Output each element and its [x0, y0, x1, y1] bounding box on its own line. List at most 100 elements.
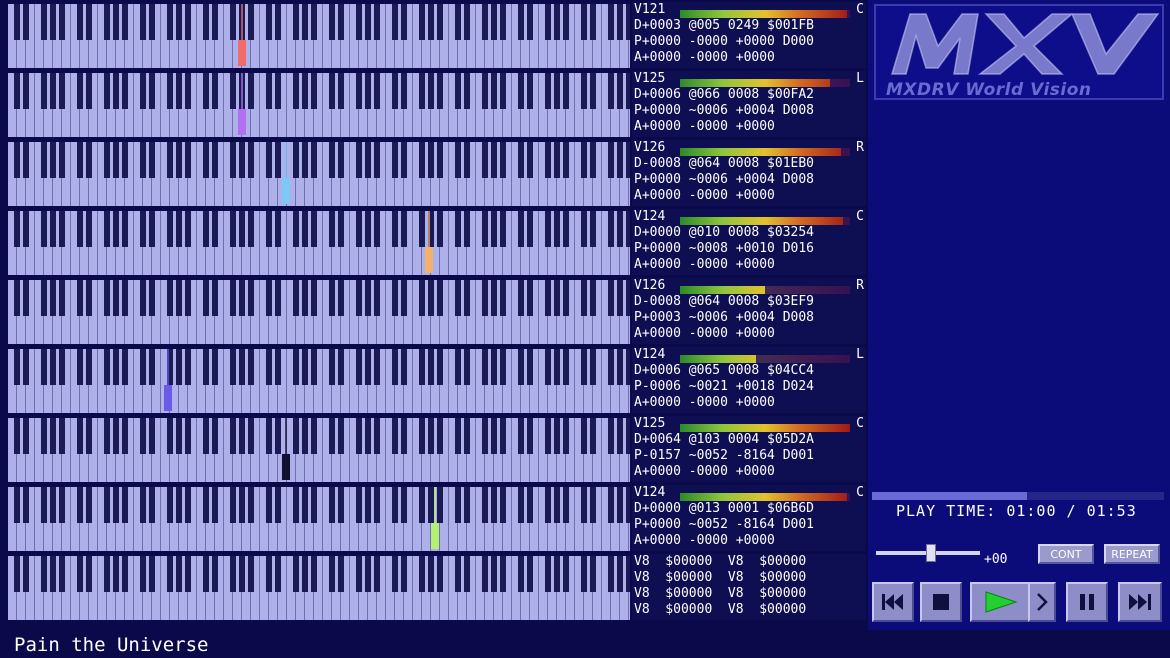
black-key	[266, 73, 272, 109]
black-key	[491, 418, 497, 454]
volume-value: V124	[634, 209, 666, 224]
black-key	[275, 280, 281, 316]
volume-value: V124	[634, 485, 666, 500]
black-key	[455, 142, 461, 178]
black-key	[554, 280, 560, 316]
black-key	[428, 487, 434, 523]
black-key	[392, 418, 398, 454]
chevron-right-icon	[1030, 584, 1054, 620]
black-key	[563, 280, 569, 316]
cont-button[interactable]: CONT	[1038, 544, 1094, 564]
black-key	[311, 4, 317, 40]
black-key	[275, 73, 281, 109]
pitch-row: P+0000 ~0006 +0004 D008	[634, 172, 815, 187]
black-key	[230, 556, 236, 592]
black-key	[500, 73, 506, 109]
black-key	[176, 487, 182, 523]
black-key	[311, 73, 317, 109]
black-key	[203, 349, 209, 385]
black-key	[527, 349, 533, 385]
black-key	[293, 349, 299, 385]
black-key	[392, 4, 398, 40]
black-key	[14, 4, 20, 40]
black-key	[248, 211, 254, 247]
black-key	[518, 73, 524, 109]
black-key	[50, 211, 56, 247]
play-button[interactable]	[970, 582, 1030, 622]
channel-info: V126 R D-0008 @064 0008 $01EB0 P+0000 ~0006…	[632, 140, 866, 206]
black-key	[365, 73, 371, 109]
black-key	[149, 4, 155, 40]
black-key	[104, 142, 110, 178]
next-button[interactable]	[1118, 582, 1162, 622]
black-key	[113, 142, 119, 178]
black-key	[239, 349, 245, 385]
black-key	[203, 418, 209, 454]
black-key	[248, 142, 254, 178]
black-key	[77, 349, 83, 385]
speed-slider-thumb[interactable]	[926, 544, 936, 562]
black-key	[482, 142, 488, 178]
current-time: 01:00	[1006, 502, 1057, 520]
volume-value: V126	[634, 140, 666, 155]
black-key	[104, 4, 110, 40]
black-key	[41, 349, 47, 385]
black-key	[59, 142, 65, 178]
pcm-row: V8 $00000 V8 $00000	[634, 586, 807, 601]
black-key	[500, 211, 506, 247]
black-key	[77, 142, 83, 178]
black-key	[86, 211, 92, 247]
black-key	[41, 142, 47, 178]
black-key	[590, 211, 596, 247]
black-key	[203, 211, 209, 247]
black-key	[437, 418, 443, 454]
black-key	[455, 4, 461, 40]
detune-row: D+0006 @065 0008 $04CC4	[634, 363, 815, 378]
black-key	[14, 211, 20, 247]
seek-bar[interactable]	[872, 492, 1164, 500]
black-key	[140, 73, 146, 109]
black-key	[500, 556, 506, 592]
black-key	[500, 349, 506, 385]
black-key	[482, 556, 488, 592]
black-key	[527, 73, 533, 109]
level-meter	[680, 355, 850, 363]
black-key	[338, 280, 344, 316]
stop-button[interactable]	[920, 582, 962, 622]
black-key	[302, 73, 308, 109]
black-key	[266, 280, 272, 316]
previous-button[interactable]	[872, 582, 914, 622]
repeat-button[interactable]: REPEAT	[1104, 544, 1160, 564]
black-key	[401, 418, 407, 454]
black-key	[149, 73, 155, 109]
volume-row: V126 R	[632, 278, 866, 294]
black-key	[500, 4, 506, 40]
amp-row: A+0000 -0000 +0000	[634, 188, 775, 203]
speed-slider[interactable]	[876, 544, 980, 562]
black-key	[239, 142, 245, 178]
black-key	[23, 142, 29, 178]
black-key	[239, 556, 245, 592]
black-key	[527, 142, 533, 178]
pcm-track: V8 $00000 V8 $00000 V8 $00000 V8 $00000 V8…	[4, 554, 866, 620]
step-forward-button[interactable]	[1028, 582, 1056, 622]
black-key	[230, 4, 236, 40]
black-key	[356, 418, 362, 454]
black-key	[266, 487, 272, 523]
pause-button[interactable]	[1066, 582, 1108, 622]
black-key	[311, 211, 317, 247]
level-meter	[680, 424, 850, 432]
note-indicator-stem	[434, 487, 436, 525]
pcm-info: V8 $00000 V8 $00000 V8 $00000 V8 $00000 V8…	[632, 554, 866, 620]
black-key	[311, 349, 317, 385]
volume-row: V124 C	[632, 209, 866, 225]
black-key	[302, 349, 308, 385]
black-key	[338, 73, 344, 109]
black-key	[338, 349, 344, 385]
black-key	[527, 211, 533, 247]
black-key	[77, 418, 83, 454]
black-key	[374, 73, 380, 109]
black-key	[518, 349, 524, 385]
black-key	[374, 280, 380, 316]
black-key	[23, 211, 29, 247]
